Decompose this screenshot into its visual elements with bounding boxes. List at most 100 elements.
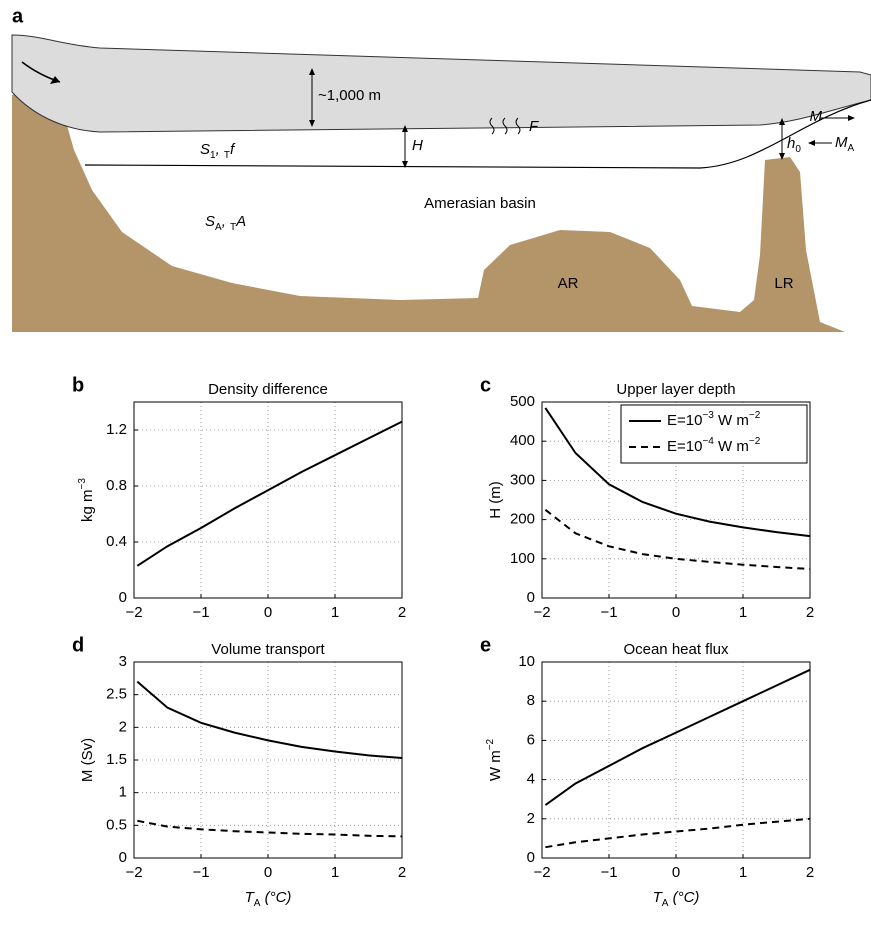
text-part: S [200, 141, 210, 158]
y-tick-label: 1.2 [106, 421, 127, 438]
ridge-label: LR [774, 275, 793, 292]
text-part: −2 [749, 436, 761, 447]
ice-shelf [11, 34, 871, 133]
text-part: h [787, 135, 795, 152]
ice-thickness: ~1,000 m [318, 87, 381, 104]
text-part: E=10 [667, 438, 702, 455]
x-tick-label: −2 [125, 864, 142, 881]
x-tick-label: −2 [533, 864, 550, 881]
text-part: S [205, 213, 215, 230]
y-tick-label: 2 [527, 810, 535, 827]
legend-box [620, 404, 808, 464]
text-part: T [245, 889, 256, 906]
flux-squiggles [489, 117, 521, 135]
text-part: kg m [79, 489, 96, 522]
y-tick-label: 0 [527, 589, 535, 606]
x-tick-label: 1 [331, 604, 339, 621]
y-tick-label: 2.5 [106, 686, 127, 703]
x-axis-label: TA (°C) [245, 889, 292, 909]
y-tick-label: 0 [527, 849, 535, 866]
x-tick-label: −1 [192, 604, 209, 621]
text-part: E=10 [667, 412, 702, 429]
panel-label: d [72, 634, 84, 656]
y-tick-label: 6 [527, 731, 535, 748]
y-tick-label: 0 [119, 849, 127, 866]
y-tick-label: 0.8 [106, 477, 127, 494]
y-tick-label: 3 [119, 653, 127, 670]
outflow-label: M [810, 108, 823, 125]
text-part: −3 [77, 478, 88, 490]
axes-box [133, 661, 403, 859]
x-tick-label: 2 [398, 864, 406, 881]
y-tick-label: 400 [510, 432, 535, 449]
line [544, 668, 811, 806]
x-tick-label: −2 [125, 604, 142, 621]
line [544, 407, 811, 538]
y-tick-label: 8 [527, 692, 535, 709]
x-tick-label: −1 [192, 864, 209, 881]
text-part: M [835, 134, 848, 151]
y-axis-label: H (m) [487, 481, 504, 519]
interface [84, 99, 871, 169]
x-tick-label: 1 [331, 864, 339, 881]
text-part: −4 [702, 436, 714, 447]
x-tick-label: −1 [600, 604, 617, 621]
y-tick-label: 0 [119, 589, 127, 606]
axes-box [133, 401, 403, 599]
text-part: T [230, 222, 236, 233]
legend-label: E=10−3 W m−2 [667, 410, 761, 429]
y-axis-label: kg m−3 [77, 478, 96, 522]
text-part: f [230, 141, 236, 158]
upper-layer-label: S1, Tf [200, 141, 236, 161]
plot-area [542, 662, 810, 858]
basin-label: Amerasian basin [424, 195, 536, 212]
deep-layer-label: SA, TA [205, 213, 246, 233]
y-tick-label: 1.5 [106, 751, 127, 768]
text-part: 0 [795, 144, 801, 155]
y-tick-label: 4 [527, 771, 535, 788]
chart-title: Upper layer depth [616, 381, 735, 398]
text-part: 1 [210, 150, 216, 161]
x-tick-label: −1 [600, 864, 617, 881]
x-tick-label: 2 [806, 604, 814, 621]
chart-title: Ocean heat flux [623, 641, 729, 658]
y-axis-label: W m−2 [485, 738, 504, 781]
text-part: A [235, 213, 246, 230]
text-part: (°C) [668, 889, 699, 906]
text-part: W m [487, 750, 504, 781]
x-tick-label: 0 [672, 864, 680, 881]
y-tick-label: 200 [510, 511, 535, 528]
y-tick-label: 100 [510, 550, 535, 567]
line [544, 509, 811, 570]
y-tick-label: 0.5 [106, 816, 127, 833]
seafloor [12, 90, 845, 332]
y-tick-label: 2 [119, 718, 127, 735]
x-axis-label: TA (°C) [653, 889, 700, 909]
text-part: , [222, 213, 230, 230]
inflow-label: MA [835, 134, 855, 154]
line [545, 817, 811, 849]
text-part: W m [714, 438, 749, 455]
x-tick-label: −2 [533, 604, 550, 621]
ridge-label: AR [558, 275, 579, 292]
x-tick-label: 0 [264, 864, 272, 881]
text-part: T [653, 889, 664, 906]
x-tick-label: 1 [739, 604, 747, 621]
x-tick-label: 1 [739, 864, 747, 881]
layer-depth-label: H [412, 137, 423, 154]
text-part: W m [714, 412, 749, 429]
text-part: A [848, 143, 855, 154]
axes-box [541, 401, 811, 599]
y-tick-label: 500 [510, 393, 535, 410]
y-tick-label: 10 [518, 653, 535, 670]
x-tick-label: 0 [672, 604, 680, 621]
y-tick-label: 0.4 [106, 533, 127, 550]
axes-box [541, 661, 811, 859]
x-tick-label: 0 [264, 604, 272, 621]
text-part: A [254, 898, 261, 909]
panel-label: b [72, 374, 84, 396]
legend-label: E=10−4 W m−2 [667, 436, 761, 455]
arrowhead [50, 76, 60, 84]
text-part: −2 [749, 410, 761, 421]
